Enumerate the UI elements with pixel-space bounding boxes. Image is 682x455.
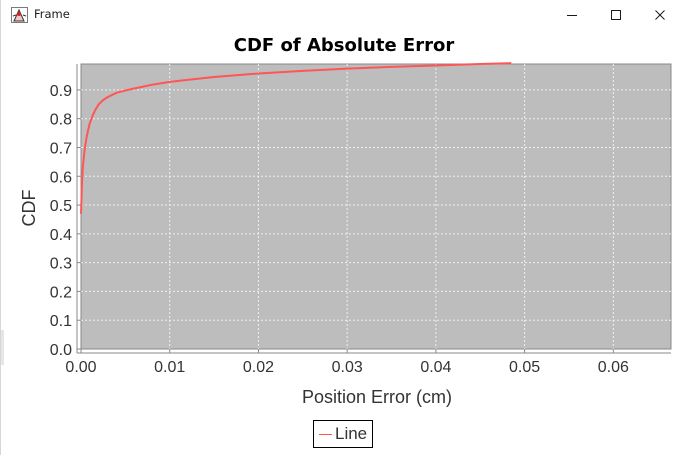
maximize-icon <box>611 10 621 20</box>
title-bar[interactable]: Frame <box>1 0 682 30</box>
x-tick-label: 0.05 <box>509 359 540 376</box>
y-tick-label: 0.4 <box>50 227 72 244</box>
y-tick-label: 0.6 <box>50 169 72 186</box>
y-tick-label: 0.9 <box>50 83 72 100</box>
legend-swatch-line <box>319 434 332 435</box>
x-tick-label: 0.04 <box>420 359 451 376</box>
legend-label-line: Line <box>335 424 368 443</box>
series-line-line <box>80 62 512 214</box>
plot-area <box>80 63 672 350</box>
y-axis-label: CDF <box>19 190 39 227</box>
window-title: Frame <box>34 7 70 21</box>
grid-lines <box>81 64 671 349</box>
minimize-button[interactable] <box>549 0 595 30</box>
x-tick-label: 0.00 <box>65 359 96 376</box>
y-tick-label: 0.7 <box>50 140 72 157</box>
y-tick-label: 0.1 <box>50 313 72 330</box>
axes: 0.0 0.1 0.2 0.3 0.4 0.5 0.6 0.7 0.8 0.9 0.00 0.01 0.… <box>50 64 671 376</box>
background-window-edge <box>1 330 4 365</box>
legend: Line <box>313 420 373 448</box>
cdf-chart: CDF of Absolute Error 0.0 0.1 0.2 0.3 0.4 0.5… <box>19 35 672 407</box>
x-axis-label: Position Error (cm) <box>302 387 452 407</box>
close-icon <box>655 10 665 20</box>
chart-title: CDF of Absolute Error <box>234 35 455 56</box>
y-tick-label: 0.0 <box>50 342 72 359</box>
y-tick-label: 0.3 <box>50 256 72 273</box>
close-button[interactable] <box>637 0 682 30</box>
y-tick-label: 0.2 <box>50 284 72 301</box>
series-layer <box>80 62 512 214</box>
x-tick-label: 0.02 <box>243 359 274 376</box>
y-tick-label: 0.5 <box>50 198 72 215</box>
y-tick-label: 0.8 <box>50 112 72 129</box>
x-tick-label: 0.06 <box>598 359 629 376</box>
java-duke-icon <box>11 7 28 23</box>
minimize-icon <box>567 15 577 16</box>
x-tick-label: 0.01 <box>154 359 185 376</box>
x-tick-label: 0.03 <box>332 359 363 376</box>
maximize-button[interactable] <box>593 0 639 30</box>
